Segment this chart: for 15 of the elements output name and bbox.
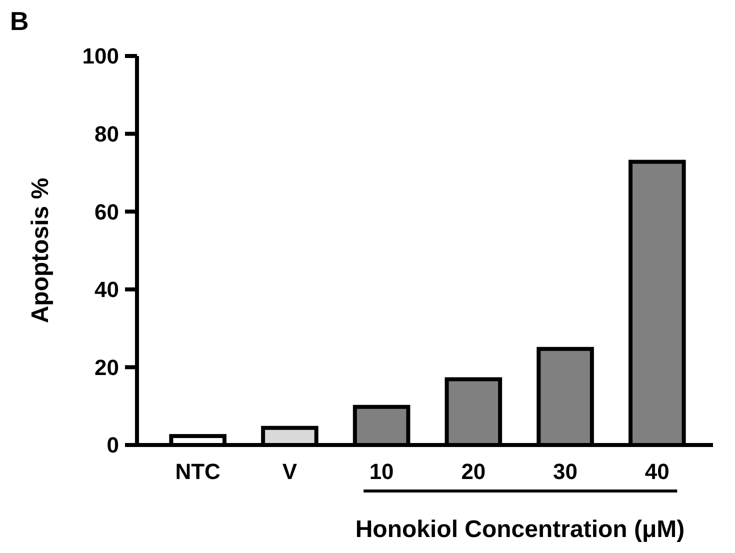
- y-tick-label: 100: [82, 44, 119, 69]
- y-tick-label: 80: [94, 122, 119, 146]
- y-tick-label: 0: [106, 432, 119, 458]
- x-tick-label: 20: [461, 459, 486, 484]
- y-tick-label: 20: [94, 354, 119, 380]
- y-axis-title: Apoptosis %: [27, 178, 54, 324]
- x-tick-label: 30: [553, 459, 578, 484]
- x-axis-title: Honokiol Concentration (μM): [355, 516, 685, 543]
- x-tick-label: NTC: [175, 459, 221, 484]
- y-tick-label: 40: [94, 277, 119, 302]
- text: B: [10, 6, 29, 36]
- x-tick-label: 40: [644, 459, 670, 484]
- x-tick-label: V: [282, 459, 298, 484]
- y-tick-label: 60: [94, 199, 119, 224]
- x-tick-label: 10: [369, 459, 394, 484]
